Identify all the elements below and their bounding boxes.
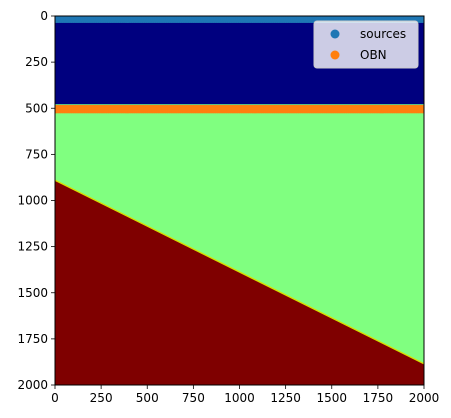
legend-marker-obn (330, 50, 340, 60)
y-tick-label-1250: 1250 (17, 240, 48, 254)
x-tick-label-0: 0 (51, 391, 59, 405)
velocity-layers (55, 16, 424, 385)
legend-marker-sources (330, 29, 340, 39)
legend-box (313, 20, 419, 69)
x-tick-label-250: 250 (90, 391, 113, 405)
y-tick-label-500: 500 (25, 101, 48, 115)
x-axis: 0 250 500 750 1000 1250 1500 1750 2000 (51, 385, 439, 405)
x-tick-label-2000: 2000 (409, 391, 440, 405)
legend-label-sources: sources (360, 27, 406, 41)
y-tick-label-1500: 1500 (17, 286, 48, 300)
y-tick-label-250: 250 (25, 55, 48, 69)
x-tick-label-1250: 1250 (270, 391, 301, 405)
y-axis: 0 250 500 750 1000 1250 1500 1750 2000 (17, 9, 55, 392)
x-tick-label-500: 500 (136, 391, 159, 405)
y-tick-label-1000: 1000 (17, 194, 48, 208)
interface-edge (55, 179, 424, 365)
x-tick-label-750: 750 (182, 391, 205, 405)
point-obn-2000 (419, 104, 424, 114)
legend-label-obn: OBN (360, 48, 387, 62)
y-tick-label-0: 0 (40, 9, 48, 23)
layer-1 (55, 104, 424, 365)
scatter-series (55, 16, 424, 114)
x-tick-label-1750: 1750 (363, 391, 394, 405)
y-tick-label-1750: 1750 (17, 332, 48, 346)
x-tick-label-1500: 1500 (316, 391, 347, 405)
y-tick-label-2000: 2000 (17, 378, 48, 392)
legend: sources OBN (313, 20, 419, 69)
point-sources-2000 (419, 16, 424, 23)
x-tick-label-1000: 1000 (224, 391, 255, 405)
y-tick-label-750: 750 (25, 147, 48, 161)
